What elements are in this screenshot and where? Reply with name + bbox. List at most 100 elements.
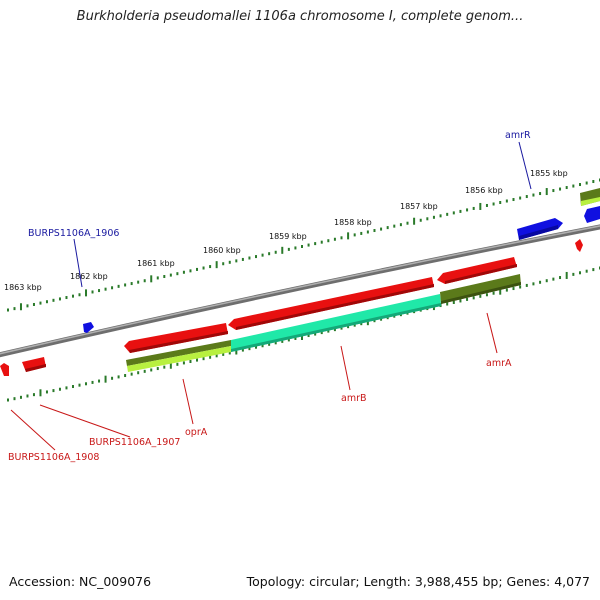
outer-tick-ring	[7, 178, 600, 312]
outer-ring-minor-tick	[222, 262, 225, 266]
inner-ring-minor-tick	[380, 317, 383, 321]
inner-ring-minor-tick	[314, 332, 317, 336]
kbp-label-1857: 1857 kbp	[400, 202, 438, 211]
outer-ring-major-tick	[479, 202, 482, 210]
outer-ring-minor-tick	[539, 192, 542, 196]
outer-ring-minor-tick	[268, 252, 271, 256]
label-amrR[interactable]: amrR	[505, 130, 531, 141]
gene-amrB-reverse-feature[interactable]	[228, 277, 434, 330]
outer-ring-minor-tick	[209, 265, 212, 269]
label-burps1906[interactable]: BURPS1106A_1906	[28, 228, 119, 239]
outer-ring-minor-tick	[446, 212, 449, 216]
gene-burps1907-feature[interactable]	[124, 323, 228, 353]
label-burps1907[interactable]: BURPS1106A_1907	[89, 437, 180, 448]
inner-ring-minor-tick	[459, 299, 462, 303]
label-oprA[interactable]: oprA	[185, 427, 208, 438]
inner-ring-major-tick	[169, 361, 172, 369]
label-amrA[interactable]: amrA	[486, 358, 512, 369]
outer-ring-major-tick	[19, 303, 22, 311]
inner-ring-minor-tick	[579, 271, 582, 275]
inner-ring-minor-tick	[124, 374, 127, 378]
outer-ring-minor-tick	[163, 275, 166, 279]
map-title: Burkholderia pseudomallei 1106a chromoso…	[76, 9, 524, 24]
inner-ring-minor-tick	[32, 393, 35, 397]
outer-ring-minor-tick	[301, 245, 303, 248]
inner-ring-minor-tick	[492, 291, 495, 295]
leader-amrR	[518, 141, 532, 190]
inner-ring-minor-tick	[268, 342, 271, 346]
kbp-label-1862: 1862 kbp	[70, 272, 108, 281]
inner-ring-minor-tick	[552, 277, 555, 281]
inner-ring-major-tick	[301, 333, 303, 340]
outer-ring-minor-tick	[124, 283, 127, 287]
gene-edge-forward-feature[interactable]	[584, 206, 600, 223]
outer-ring-minor-tick	[104, 287, 107, 291]
outer-ring-minor-tick	[117, 284, 120, 288]
cds-oprA-yellowgreen[interactable]	[127, 346, 231, 372]
inner-ring-minor-tick	[130, 372, 133, 376]
outer-ring-minor-tick	[327, 239, 330, 243]
inner-ring-minor-tick	[222, 352, 225, 356]
outer-ring-minor-tick	[52, 298, 55, 302]
inner-ring-minor-tick	[78, 383, 81, 387]
kbp-label-1855: 1855 kbp	[530, 169, 568, 178]
outer-ring-minor-tick	[426, 217, 429, 221]
gene-amrR-reverse-feature[interactable]	[437, 257, 517, 284]
outer-ring-minor-tick	[65, 296, 68, 300]
outer-ring-minor-tick	[7, 308, 9, 312]
inner-ring-minor-tick	[111, 376, 114, 380]
outer-ring-minor-tick	[353, 233, 356, 237]
cds-oprA-green[interactable]	[126, 340, 231, 366]
inner-ring-major-tick	[104, 375, 107, 383]
cds-right-yellowgreen[interactable]	[581, 197, 600, 206]
label-burps1908[interactable]: BURPS1106A_1908	[8, 452, 99, 463]
gene-right-small-feature[interactable]	[575, 239, 583, 252]
kbp-label-1863: 1863 kbp	[4, 283, 42, 292]
inner-ring-minor-tick	[572, 272, 575, 276]
gene-burps1907-shadow	[129, 331, 228, 353]
outer-ring-major-tick	[150, 275, 153, 283]
outer-ring-minor-tick	[156, 276, 159, 280]
outer-ring-minor-tick	[592, 180, 595, 184]
inner-ring-minor-tick	[176, 362, 179, 366]
outer-ring-minor-tick	[340, 236, 343, 240]
inner-ring-minor-tick	[340, 326, 343, 330]
outer-ring-minor-tick	[39, 301, 42, 305]
inner-ring-minor-tick	[182, 361, 185, 365]
inner-ring-minor-tick	[274, 341, 277, 345]
cds-amrB-teal-shadow	[231, 303, 441, 352]
cds-amrA-green-shadow	[441, 282, 521, 304]
outer-ring-major-tick	[85, 289, 88, 297]
leader-amrA	[486, 312, 498, 354]
outer-ring-minor-tick	[519, 196, 522, 200]
inner-ring-minor-tick	[71, 385, 74, 389]
outer-ring-minor-tick	[307, 243, 310, 247]
inner-ring-minor-tick	[472, 296, 475, 300]
gene-left-edge-feature[interactable]	[0, 363, 9, 376]
outer-ring-minor-tick	[274, 250, 277, 254]
outer-ring-minor-tick	[579, 183, 582, 187]
inner-ring-minor-tick	[347, 325, 350, 329]
inner-ring-minor-tick	[307, 334, 310, 338]
label-amrB[interactable]: amrB	[341, 393, 367, 404]
label-leader-lines	[10, 141, 532, 451]
inner-ring-minor-tick	[19, 395, 22, 399]
gene-burps1906-feature[interactable]	[83, 322, 94, 333]
outer-ring-minor-tick	[241, 257, 244, 261]
inner-ring-minor-tick	[585, 269, 588, 273]
inner-ring-major-tick	[235, 347, 238, 355]
outer-ring-minor-tick	[386, 226, 389, 230]
topology-text: Topology: circular; Length: 3,988,455 bp…	[246, 574, 590, 589]
kbp-tick-labels: 1863 kbp 1862 kbp 1861 kbp 1860 kbp 1859…	[4, 169, 568, 292]
inner-ring-minor-tick	[196, 358, 199, 362]
inner-ring-minor-tick	[26, 394, 29, 398]
outer-ring-minor-tick	[287, 247, 290, 251]
inner-ring-minor-tick	[485, 293, 488, 297]
leader-burps1907	[39, 404, 131, 438]
inner-ring-minor-tick	[248, 347, 251, 351]
outer-ring-minor-tick	[32, 302, 35, 306]
inner-ring-minor-tick	[65, 386, 68, 390]
inner-ring-minor-tick	[512, 287, 515, 291]
inner-ring-minor-tick	[525, 283, 528, 287]
outer-ring-minor-tick	[485, 203, 488, 207]
